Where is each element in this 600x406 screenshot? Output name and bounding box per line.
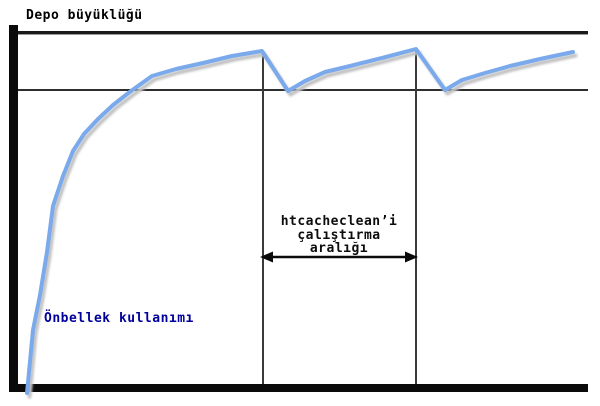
y-axis	[9, 25, 18, 392]
cache-target-line	[18, 89, 588, 91]
interval-label-line-1: htcacheclean’i	[280, 214, 398, 229]
series-label: Önbellek kullanımı	[44, 311, 194, 326]
interval-label-line-3: aralığı	[309, 241, 369, 256]
arrow-head-left-icon	[260, 251, 273, 263]
storage-size-line	[18, 31, 588, 35]
interval-label: htcacheclean’i çalıştırma aralığı	[261, 215, 417, 256]
interval-arrow	[260, 251, 418, 263]
cache-usage-curve-shadow	[27, 50, 578, 399]
cache-usage-curve	[25, 47, 575, 395]
interval-label-line-2: çalıştırma	[297, 227, 381, 243]
chart-title: Depo büyüklüğü	[26, 8, 143, 23]
cleanup-run-marker-line-2	[415, 49, 417, 384]
arrow-head-right-icon	[405, 251, 418, 263]
cleanup-run-marker-line-1	[262, 51, 264, 384]
x-axis	[9, 384, 588, 392]
